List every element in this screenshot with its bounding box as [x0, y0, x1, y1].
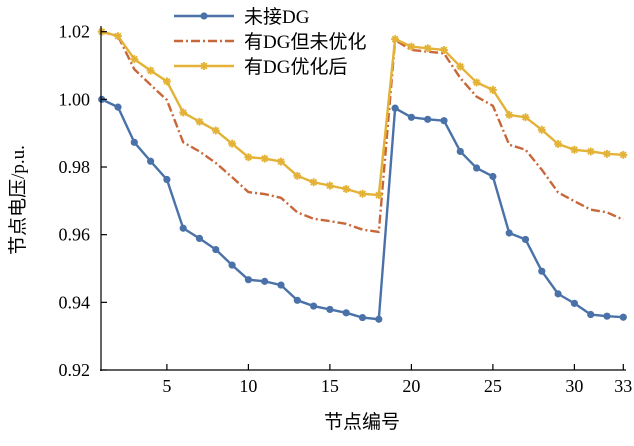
data-point — [424, 115, 432, 123]
data-point — [538, 267, 546, 275]
axes — [100, 26, 626, 371]
data-point — [440, 45, 448, 54]
data-point — [342, 309, 350, 317]
legend-item: 有DG优化后 — [174, 56, 347, 78]
x-tick-label: 25 — [484, 376, 502, 396]
x-tick-label: 33 — [614, 376, 632, 396]
data-point — [163, 175, 171, 184]
data-point — [277, 281, 285, 289]
data-point — [211, 126, 220, 135]
data-point — [570, 145, 579, 154]
data-point — [407, 42, 416, 51]
data-point — [521, 235, 530, 244]
data-point — [212, 245, 220, 254]
series-0 — [98, 95, 627, 323]
x-tick-label: 5 — [162, 376, 171, 396]
ticks: 0.92 0.94 0.96 0.98 1.00 1.02 5 10 15 20 25 30 33 — [59, 22, 633, 396]
data-point — [179, 224, 187, 232]
data-point — [586, 147, 595, 156]
data-point — [130, 138, 138, 146]
data-point — [505, 229, 513, 237]
data-point — [195, 234, 204, 243]
data-point — [326, 305, 334, 314]
data-point — [570, 299, 579, 307]
data-point — [619, 313, 627, 321]
data-point — [200, 62, 208, 70]
data-point — [162, 77, 171, 86]
data-point — [521, 113, 530, 122]
data-point — [440, 117, 448, 125]
data-point — [587, 310, 595, 319]
data-point — [244, 276, 252, 284]
data-point — [261, 277, 269, 285]
series-layer — [97, 27, 628, 323]
data-point — [407, 113, 415, 121]
data-point — [309, 178, 318, 187]
data-point — [114, 103, 122, 111]
data-point — [310, 302, 318, 310]
data-point — [375, 315, 383, 323]
legend-item: 有DG但未优化 — [174, 31, 366, 53]
data-point — [505, 110, 514, 119]
data-point — [423, 44, 432, 53]
x-tick-label: 10 — [239, 376, 257, 396]
data-point — [147, 157, 155, 165]
y-axis-label: 节点电压/p.u. — [7, 145, 29, 255]
data-point — [391, 104, 399, 112]
data-point — [488, 85, 497, 94]
x-tick-label: 20 — [402, 376, 420, 396]
data-point — [325, 181, 334, 190]
data-point — [489, 172, 497, 181]
data-point — [130, 55, 139, 64]
data-point — [228, 139, 237, 148]
data-point — [293, 171, 302, 180]
legend-label: 有DG优化后 — [244, 56, 347, 78]
data-point — [619, 150, 628, 159]
data-point — [554, 140, 563, 149]
data-point — [391, 35, 400, 44]
data-point — [179, 108, 188, 117]
data-point — [456, 147, 464, 156]
legend-label: 有DG但未优化 — [244, 31, 366, 53]
data-point — [456, 62, 465, 71]
legend-item: 未接DG — [174, 6, 310, 28]
y-tick-label: 0.92 — [59, 360, 91, 380]
y-tick-label: 0.98 — [59, 157, 91, 177]
data-point — [260, 154, 269, 163]
series-2 — [97, 27, 628, 200]
data-point — [358, 189, 367, 198]
data-point — [244, 153, 253, 162]
data-point — [554, 290, 562, 298]
data-point — [277, 157, 285, 166]
data-point — [228, 261, 236, 269]
data-point — [374, 191, 383, 200]
data-point — [473, 164, 481, 172]
data-point — [472, 78, 481, 87]
data-point — [358, 313, 367, 322]
data-point — [114, 32, 122, 41]
x-tick-label: 30 — [565, 376, 583, 396]
y-tick-label: 1.00 — [59, 89, 91, 109]
data-point — [537, 125, 546, 134]
data-point — [342, 185, 351, 194]
data-point — [195, 117, 204, 126]
x-axis-label: 节点编号 — [324, 411, 400, 433]
data-point — [293, 296, 301, 304]
data-point — [200, 12, 208, 20]
x-tick-label: 15 — [321, 376, 339, 396]
y-tick-label: 0.94 — [59, 292, 91, 312]
y-tick-label: 0.96 — [59, 225, 91, 245]
data-point — [603, 149, 611, 158]
data-point — [603, 312, 611, 320]
data-point — [146, 66, 155, 75]
y-tick-label: 1.02 — [59, 22, 91, 42]
legend-label: 未接DG — [244, 6, 310, 28]
